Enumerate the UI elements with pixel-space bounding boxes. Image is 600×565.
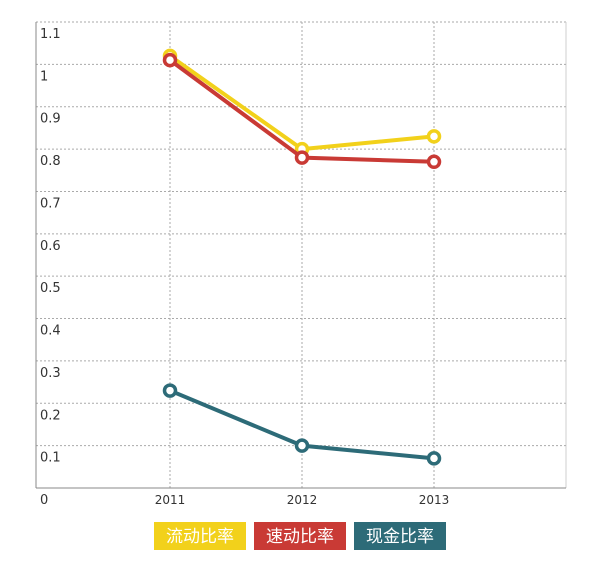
legend-label: 流动比率 — [166, 527, 234, 547]
data-point — [426, 154, 442, 170]
y-tick-label: 0.5 — [40, 281, 61, 296]
series-group — [162, 48, 442, 466]
legend-item: 速动比率 — [254, 522, 346, 550]
y-tick-label: 0.3 — [40, 366, 61, 381]
y-tick-label: 0.8 — [40, 154, 61, 169]
legend-swatch — [154, 522, 246, 550]
y-tick-label: 1.1 — [40, 27, 61, 42]
y-tick-label: 0.1 — [40, 451, 61, 466]
grid — [36, 21, 567, 488]
data-point — [294, 438, 310, 453]
legend-item: 现金比率 — [354, 522, 446, 550]
series-2 — [162, 52, 442, 170]
y-tick-label: 0.4 — [40, 324, 61, 339]
legend: 流动比率 速动比率 现金比率 — [154, 522, 446, 550]
y-tick-label: 1 — [40, 69, 48, 84]
x-tick-label: 2012 — [287, 493, 318, 507]
x-tick-label: 2013 — [419, 493, 450, 507]
legend-label: 现金比率 — [366, 527, 434, 547]
data-point — [162, 383, 178, 398]
y-tick-label: 0.9 — [40, 112, 61, 127]
legend-swatch — [354, 522, 446, 550]
data-point — [162, 52, 178, 68]
data-point — [426, 129, 442, 144]
y-tick-label: 0.2 — [40, 408, 61, 423]
data-point — [426, 451, 442, 466]
data-point — [294, 150, 310, 165]
legend-swatch — [254, 522, 346, 550]
series-3 — [162, 383, 442, 466]
legend-label: 速动比率 — [266, 527, 334, 547]
y-tick-label: 0.6 — [40, 239, 61, 254]
x-tick-label: 2011 — [155, 493, 186, 507]
y-tick-label: 0 — [40, 493, 48, 508]
y-tick-label: 0.7 — [40, 196, 61, 211]
axes: 1.1 1 0.9 0.8 0.7 0.6 0.5 0.4 0.3 0.2 0.1 0 2011 2012… — [35, 22, 566, 508]
legend-item: 流动比率 — [154, 522, 246, 550]
